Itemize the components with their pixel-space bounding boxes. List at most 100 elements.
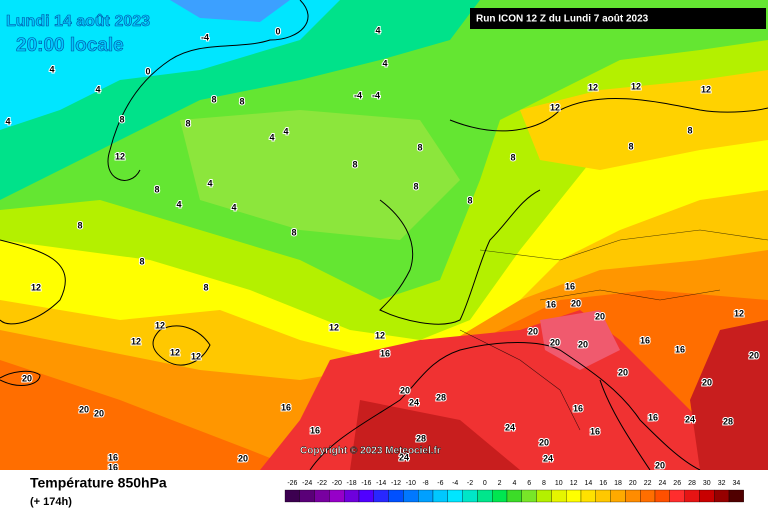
scale-label: -14 [376,480,386,487]
contour-label: 8 [413,181,418,191]
contour-label: 20 [571,298,581,308]
contour-label: 28 [436,392,446,402]
scale-label: 30 [703,480,711,487]
contour-label: -4 [372,90,380,100]
scale-swatch [654,489,670,503]
contour-label: 16 [590,426,600,436]
contour-label: 8 [417,142,422,152]
contour-label: 12 [31,282,41,292]
contour-label: 4 [382,58,387,68]
contour-label: 16 [675,344,685,354]
scale-label: 34 [733,480,741,487]
run-box [470,8,766,29]
valid-date: Lundi 14 août 2023 [6,13,150,30]
contour-label: 12 [170,347,180,357]
contour-label: 8 [139,256,144,266]
contour-label: 8 [185,118,190,128]
scale-swatch [344,489,360,503]
scale-label: 0 [483,480,487,487]
contour-label: 16 [380,348,390,358]
contour-label: 20 [618,367,628,377]
scale-swatch [610,489,626,503]
contour-label: 16 [310,425,320,435]
contour-label: 8 [239,96,244,106]
scale-swatch [580,489,596,503]
contour-label: 12 [155,320,165,330]
contour-label: 12 [734,308,744,318]
contour-label: 20 [578,339,588,349]
contour-label: 8 [467,195,472,205]
contour-label: 8 [352,159,357,169]
contour-label: 20 [94,408,104,418]
scale-swatch [728,489,744,503]
scale-label: -4 [452,480,458,487]
lead-time: (+ 174h) [30,496,72,508]
contour-label: 16 [281,402,291,412]
contour-label: 0 [145,66,150,76]
contour-label: 0 [275,26,280,36]
scale-swatch [625,489,641,503]
contour-label: 20 [550,337,560,347]
scale-label: -24 [302,480,312,487]
contour-label: 28 [416,433,426,443]
scale-label: -8 [422,480,428,487]
scale-label: 22 [644,480,652,487]
coastlines [0,0,768,471]
scale-swatch [432,489,448,503]
contour-label: 4 [375,25,380,35]
contour-label: 8 [77,220,82,230]
scale-label: -10 [406,480,416,487]
contour-label: 24 [399,452,409,462]
copyright: Copyright © 2023 Meteociel.fr [300,446,441,457]
scale-swatch [329,489,345,503]
contour-label: 8 [119,114,124,124]
contour-label: 12 [329,322,339,332]
contour-label: -4 [201,32,209,42]
contour-label: 24 [685,414,695,424]
scale-label: 28 [688,480,696,487]
contour-label: 20 [595,311,605,321]
contour-label: 20 [539,437,549,447]
contour-label: 24 [543,453,553,463]
scale-swatch [699,489,715,503]
scale-swatch [284,489,300,503]
scale-label: 6 [527,480,531,487]
scale-label: 16 [599,480,607,487]
scale-label: 12 [570,480,578,487]
contour-label: 12 [701,84,711,94]
contour-label: 8 [211,94,216,104]
scale-swatch [714,489,730,503]
scale-label: 10 [555,480,563,487]
scale-label: -26 [287,480,297,487]
scale-label: 26 [673,480,681,487]
contour-label: 4 [231,202,236,212]
scale-label: 8 [542,480,546,487]
scale-swatch [566,489,582,503]
scale-label: -20 [332,480,342,487]
scale-label: -6 [437,480,443,487]
contour-label: 16 [546,299,556,309]
scale-label: 20 [629,480,637,487]
scale-swatch [595,489,611,503]
contour-label: 12 [588,82,598,92]
contour-label: 20 [400,385,410,395]
scale-label: 2 [498,480,502,487]
contour-label: 4 [207,178,212,188]
temperature-field [0,0,768,470]
scale-swatch [299,489,315,503]
scale-label: 4 [512,480,516,487]
contour-label: 4 [283,126,288,136]
scale-swatch [492,489,508,503]
contour-label: 4 [5,116,10,126]
contour-label: 12 [115,151,125,161]
contour-label: 8 [628,141,633,151]
scale-swatch [684,489,700,503]
contour-label: 20 [749,350,759,360]
contour-label: 4 [95,84,100,94]
contour-label: 12 [131,336,141,346]
contour-label: 16 [648,412,658,422]
scale-label: -22 [317,480,327,487]
scale-label: 32 [718,480,726,487]
scale-swatch [314,489,330,503]
